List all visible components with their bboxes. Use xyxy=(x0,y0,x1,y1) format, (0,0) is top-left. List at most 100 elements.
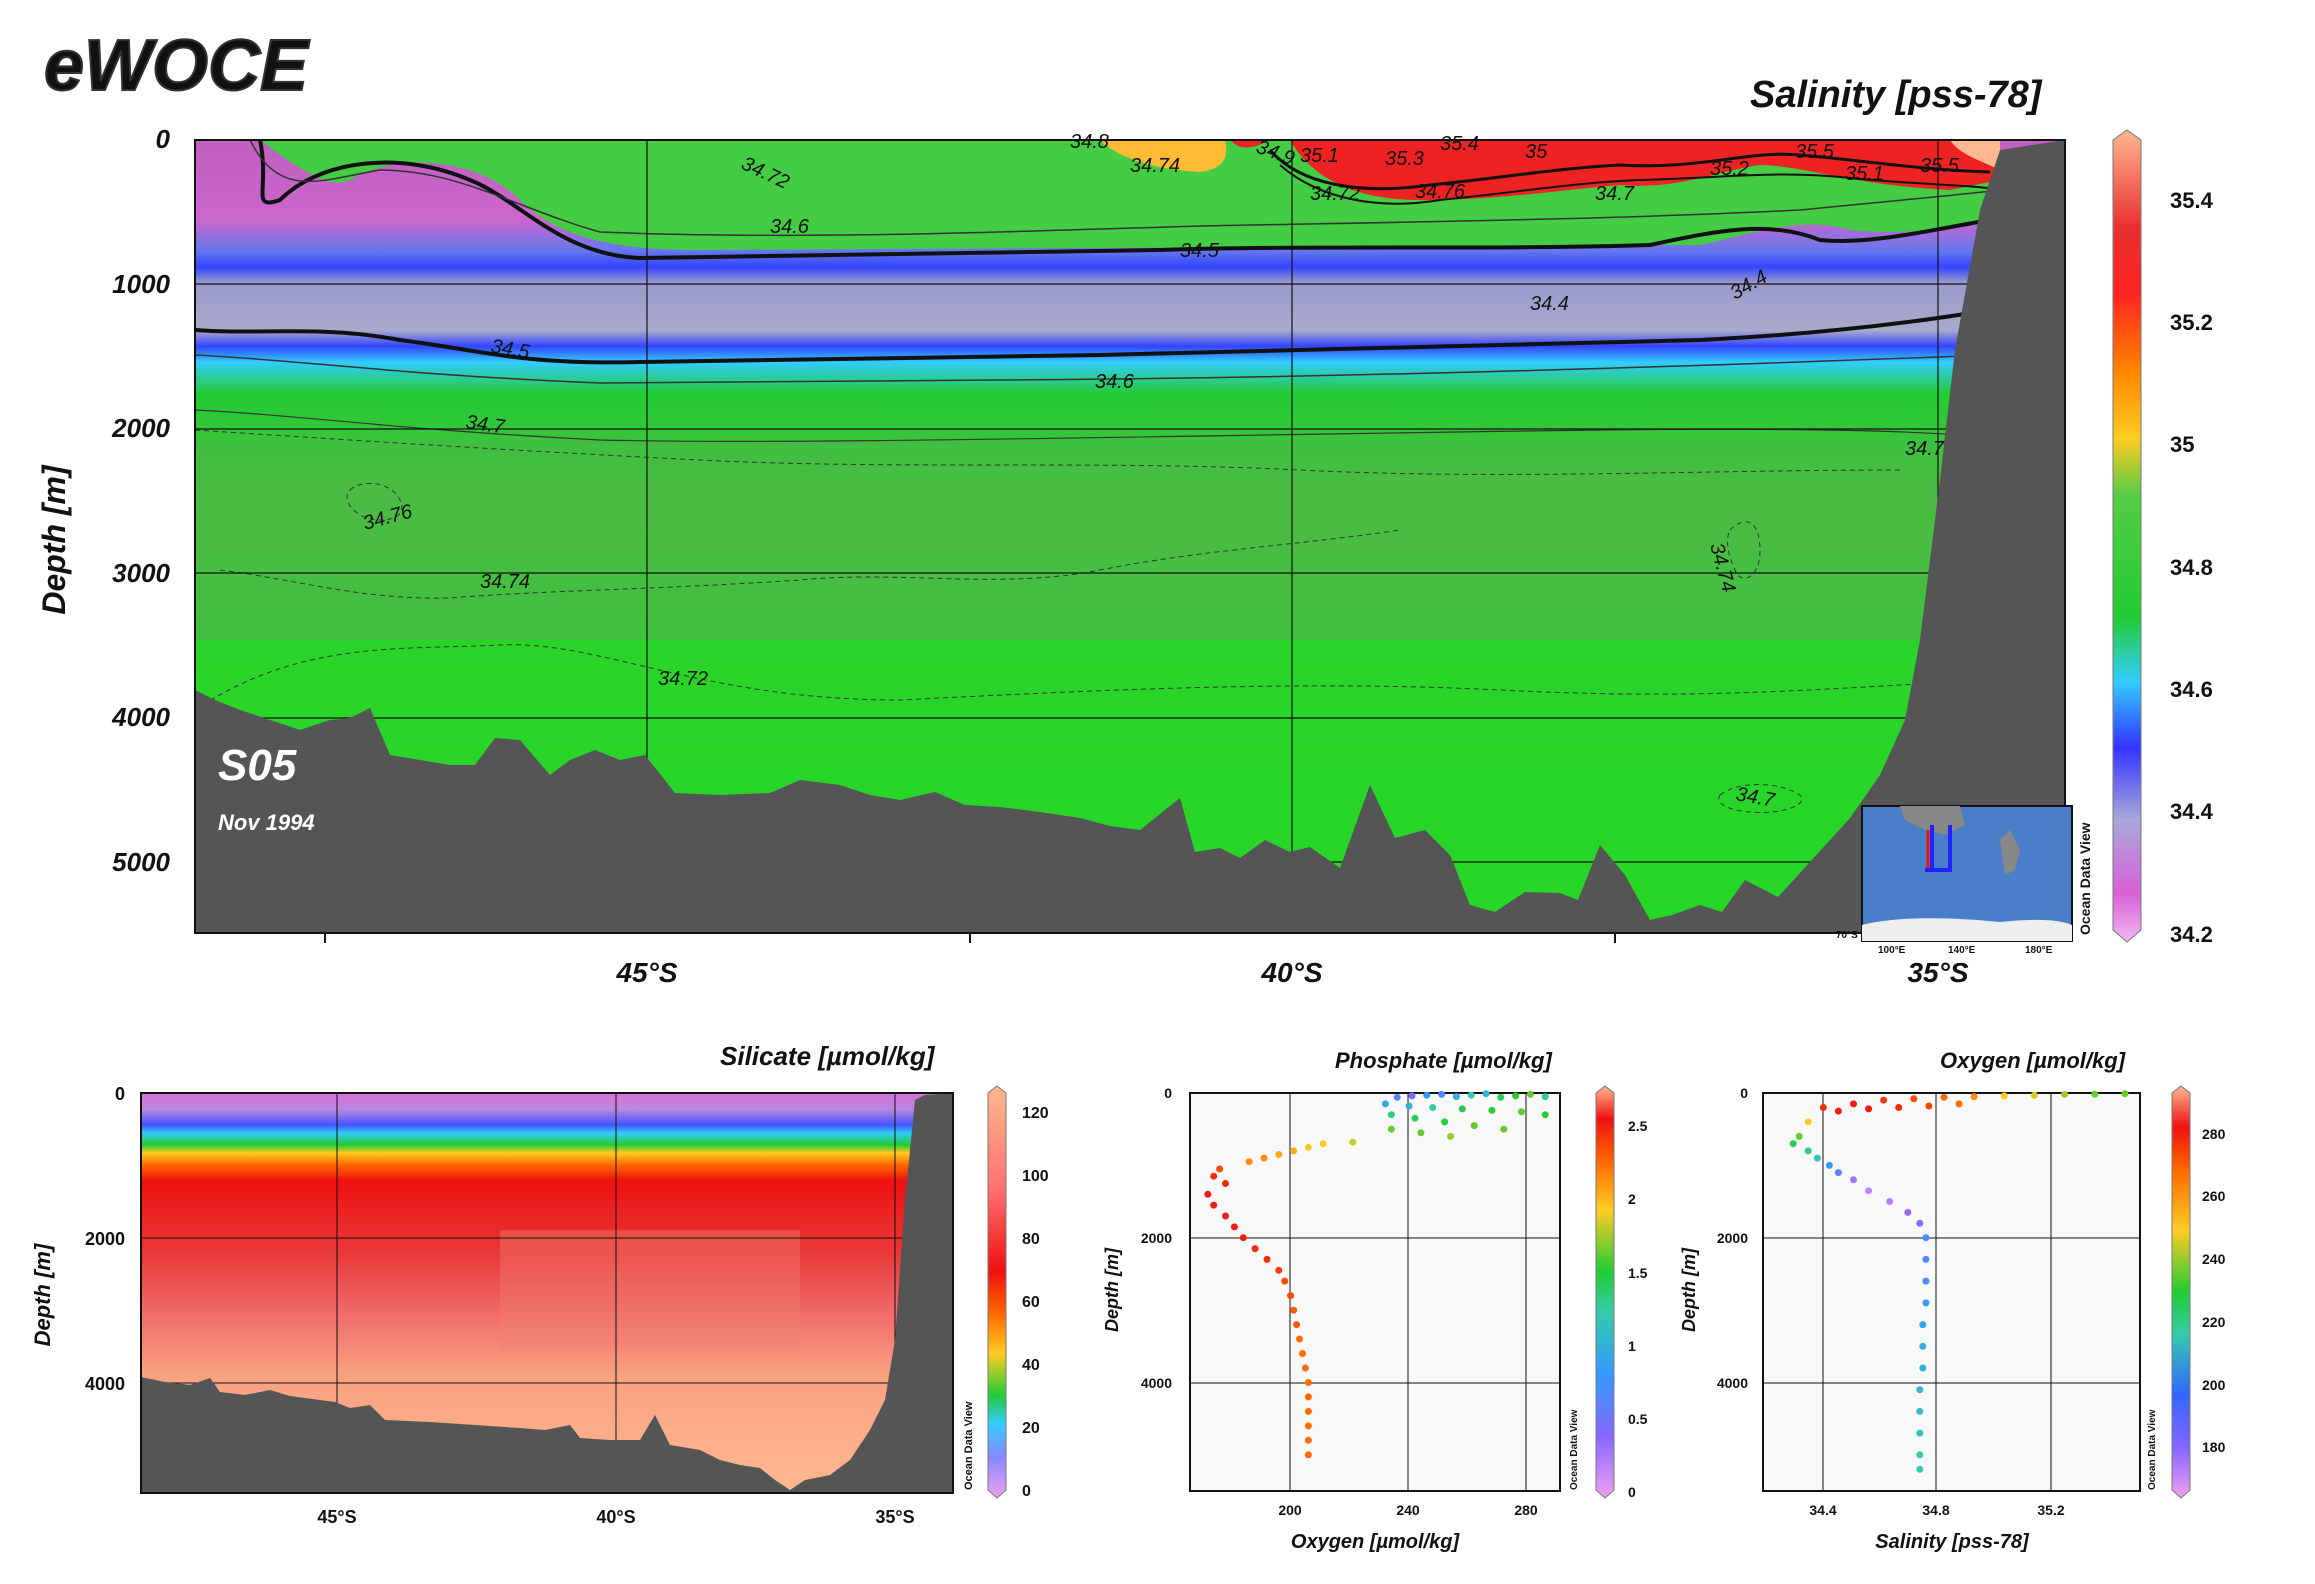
scatter-point xyxy=(1804,1147,1812,1155)
scatter-point xyxy=(1230,1223,1238,1231)
scatter-point xyxy=(1304,1436,1312,1444)
scatter-point xyxy=(1895,1104,1903,1111)
scatter-point xyxy=(2000,1092,2008,1100)
contour-surface-salty-2 xyxy=(1279,164,2001,205)
oxygen-x-ticks: 34.4 34.8 35.2 xyxy=(1809,1502,2064,1518)
contour-label: 34.76 xyxy=(1415,181,1466,203)
colorbar-tick: 0 xyxy=(1628,1484,1636,1500)
scatter-point xyxy=(2030,1091,2038,1099)
scatter-point xyxy=(1922,1255,1930,1263)
scatter-point xyxy=(1447,1132,1454,1140)
silicate-section: Silicate [µmol/kg] Depth [m] 0 2000 4000… xyxy=(30,1041,1049,1527)
scatter-point xyxy=(1955,1100,1963,1108)
colorbar-tick: 280 xyxy=(2202,1126,2226,1142)
y-tick-label: 0 xyxy=(1740,1085,1748,1101)
scatter-point xyxy=(1910,1095,1918,1103)
x-tick-label: 280 xyxy=(1514,1502,1538,1518)
x-tick-label: 45°S xyxy=(615,957,677,988)
oxygen-plot-bg xyxy=(1762,1092,2141,1492)
salinity-minor-ticks xyxy=(324,933,1616,943)
silicate-x-ticks: 45°S 40°S 35°S xyxy=(317,1507,914,1527)
scatter-point xyxy=(1789,1140,1797,1148)
scatter-point xyxy=(1904,1208,1912,1216)
scatter-point xyxy=(1970,1093,1978,1101)
y-tick-label: 4000 xyxy=(1717,1375,1748,1391)
scatter-point xyxy=(1304,1379,1312,1386)
scatter-point xyxy=(1245,1158,1253,1166)
scatter-point xyxy=(1441,1118,1449,1126)
scatter-point xyxy=(1916,1429,1924,1437)
scatter-point xyxy=(1287,1292,1295,1300)
colorbar-tick: 80 xyxy=(1022,1231,1040,1248)
contour-label: 34.7 xyxy=(1595,183,1635,205)
contour-label: 34.72 xyxy=(658,668,708,690)
scatter-point xyxy=(1381,1100,1389,1108)
scatter-point xyxy=(1281,1277,1289,1285)
scatter-point xyxy=(1222,1212,1229,1220)
scatter-point xyxy=(1497,1093,1505,1101)
scatter-point xyxy=(1304,1407,1312,1415)
x-tick-label: 35°S xyxy=(875,1507,914,1527)
contour-label: 35.5 xyxy=(1795,141,1835,163)
phosphate-grid xyxy=(1190,1093,1560,1491)
scatter-point xyxy=(1349,1138,1357,1146)
scatter-point xyxy=(1850,1176,1857,1184)
salinity-section: Salinity [pss-78] xyxy=(36,74,2214,988)
x-tick-label: 34.4 xyxy=(1809,1502,1836,1518)
salinity-title: Salinity [pss-78] xyxy=(1750,74,2043,116)
scatter-point xyxy=(1251,1245,1259,1253)
scatter-point xyxy=(1304,1422,1312,1430)
y-tick-label: 4000 xyxy=(85,1374,125,1394)
contour-label: 34.74 xyxy=(1130,155,1180,177)
colorbar-tick: 260 xyxy=(2202,1188,2226,1204)
colorbar-tick: 1.5 xyxy=(1628,1265,1648,1281)
scatter-point xyxy=(1541,1111,1549,1119)
scatter-point xyxy=(1293,1321,1301,1329)
contour-label: 35.5 xyxy=(1920,155,1960,177)
inset-map-labels: 100°E 140°E 180°E 70°S xyxy=(1836,930,2053,956)
colorbar-ticks: 120 100 80 60 40 20 0 xyxy=(1022,1105,1049,1500)
colorbar-tick: 0.5 xyxy=(1628,1411,1648,1427)
scatter-point xyxy=(1512,1092,1520,1100)
oxygen-y-axis-label: Depth [m] xyxy=(1679,1247,1699,1332)
x-tick-label: 34.8 xyxy=(1922,1502,1949,1518)
colorbar-tick: 34.4 xyxy=(2170,799,2214,824)
scatter-point xyxy=(1387,1125,1395,1133)
scatter-point xyxy=(1222,1180,1229,1187)
phosphate-y-ticks: 0 2000 4000 xyxy=(1141,1085,1172,1391)
x-tick-label: 240 xyxy=(1396,1502,1420,1518)
y-tick-label: 1000 xyxy=(112,269,170,299)
scatter-point xyxy=(1880,1096,1888,1104)
surface-orange-patch xyxy=(1100,140,1227,172)
contour-label: 35 xyxy=(1525,141,1548,163)
odv-watermark: Ocean Data View xyxy=(963,1401,975,1490)
contour-34-5-upper xyxy=(258,140,1991,261)
scatter-point xyxy=(1275,1266,1283,1274)
y-tick-label: 2000 xyxy=(1141,1230,1172,1246)
scatter-point xyxy=(1429,1104,1437,1111)
scatter-point xyxy=(1204,1190,1212,1198)
scatter-point xyxy=(1299,1350,1306,1357)
scatter-point xyxy=(1916,1386,1924,1394)
colorbar-ticks: 2.5 2 1.5 1 0.5 0 xyxy=(1628,1118,1648,1500)
colorbar-tick: 34.8 xyxy=(2170,555,2213,580)
scatter-point xyxy=(1922,1299,1930,1307)
scatter-point xyxy=(1275,1151,1283,1158)
scatter-point xyxy=(1452,1093,1460,1101)
contour-34-6-upper xyxy=(249,140,2001,237)
x-tick-label: 45°S xyxy=(317,1507,356,1527)
silicate-plot-frame xyxy=(140,1092,954,1494)
x-tick-label: 40°S xyxy=(1260,957,1322,988)
scatter-point xyxy=(1216,1165,1224,1173)
silicate-colorbar: 120 100 80 60 40 20 0 xyxy=(987,1085,1049,1500)
section-date-label: Nov 1994 xyxy=(218,810,315,835)
scatter-point xyxy=(1925,1102,1933,1110)
silicate-title: Silicate [µmol/kg] xyxy=(720,1041,936,1071)
scatter-point xyxy=(1916,1407,1924,1415)
scatter-point xyxy=(1922,1277,1930,1285)
colorbar-tick: 35.2 xyxy=(2170,310,2213,335)
scatter-point xyxy=(1865,1187,1873,1195)
colorbar-tick: 100 xyxy=(1022,1168,1049,1185)
phosphate-y-axis-label: Depth [m] xyxy=(1102,1247,1122,1332)
contour-label: 34.72 xyxy=(1310,183,1360,205)
